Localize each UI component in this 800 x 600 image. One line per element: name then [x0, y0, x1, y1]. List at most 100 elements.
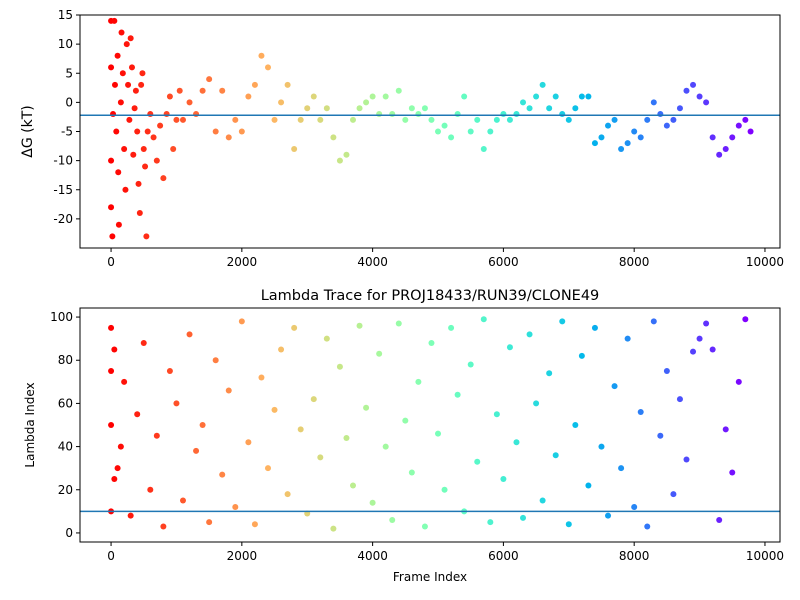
- point: [297, 426, 304, 433]
- point: [278, 99, 285, 106]
- point: [709, 134, 716, 141]
- y-tick-label: 0: [65, 526, 73, 540]
- y-tick-label: -10: [53, 154, 73, 168]
- point: [186, 331, 193, 338]
- point: [135, 180, 142, 187]
- point: [138, 81, 145, 88]
- point: [415, 111, 422, 118]
- point: [179, 116, 186, 123]
- point: [206, 519, 213, 526]
- point: [546, 370, 553, 377]
- point: [363, 404, 370, 411]
- point: [160, 175, 167, 182]
- point: [144, 128, 151, 135]
- point: [108, 64, 115, 71]
- point: [461, 93, 468, 100]
- x-tick-label: 4000: [357, 549, 388, 563]
- point: [126, 116, 133, 123]
- point: [467, 361, 474, 368]
- point: [271, 116, 278, 123]
- point: [131, 105, 138, 112]
- point: [559, 318, 566, 325]
- point: [258, 52, 265, 59]
- point: [291, 145, 298, 152]
- point: [703, 99, 710, 106]
- point: [742, 316, 749, 323]
- x-tick-label: 8000: [619, 255, 650, 269]
- point: [108, 422, 115, 428]
- point: [572, 422, 579, 428]
- point: [637, 134, 644, 141]
- point: [716, 516, 723, 523]
- point: [382, 93, 389, 100]
- point: [140, 339, 147, 346]
- point: [350, 482, 357, 489]
- point: [193, 447, 200, 454]
- y-tick-label: 10: [58, 37, 73, 51]
- point: [500, 111, 507, 118]
- x-tick-label: 8000: [619, 549, 650, 563]
- point: [657, 432, 664, 439]
- point: [232, 116, 239, 123]
- point: [618, 465, 625, 472]
- point: [637, 409, 644, 416]
- point: [323, 335, 330, 342]
- point: [369, 93, 376, 100]
- point: [631, 504, 638, 511]
- point: [742, 116, 749, 123]
- point: [683, 87, 690, 94]
- point: [117, 99, 124, 106]
- point: [735, 378, 742, 385]
- point: [650, 318, 657, 325]
- point: [284, 81, 291, 88]
- point: [108, 157, 115, 164]
- x-tick-label: 4000: [357, 255, 388, 269]
- point: [336, 363, 343, 370]
- point: [624, 335, 631, 342]
- y-tick-label: 0: [65, 95, 73, 109]
- point: [657, 111, 664, 118]
- point: [127, 512, 134, 519]
- y-tick-label: 80: [58, 353, 73, 367]
- point: [376, 111, 383, 118]
- point: [176, 87, 183, 94]
- point: [729, 134, 736, 141]
- point: [650, 99, 657, 106]
- point: [118, 29, 125, 36]
- point: [644, 523, 651, 530]
- point: [278, 346, 285, 353]
- point: [317, 116, 324, 123]
- point: [212, 128, 219, 135]
- point: [428, 339, 435, 346]
- point: [238, 128, 245, 135]
- point: [663, 368, 670, 375]
- point: [735, 122, 742, 129]
- point: [310, 396, 317, 403]
- point: [350, 116, 357, 123]
- point: [212, 357, 219, 364]
- point: [480, 316, 487, 323]
- point: [722, 145, 729, 152]
- point: [578, 93, 585, 100]
- point: [136, 210, 143, 217]
- point: [539, 81, 546, 88]
- y-tick-label: 60: [58, 396, 73, 410]
- y-tick-label: -20: [53, 212, 73, 226]
- point: [408, 469, 415, 476]
- point: [747, 128, 754, 135]
- point: [111, 475, 118, 482]
- point: [264, 64, 271, 71]
- point: [716, 151, 723, 158]
- point: [310, 93, 317, 100]
- point: [487, 128, 494, 135]
- point: [111, 346, 118, 353]
- point: [291, 324, 298, 331]
- point: [323, 105, 330, 112]
- x-tick-label: 2000: [227, 549, 258, 563]
- point: [676, 105, 683, 112]
- point: [199, 422, 206, 428]
- point: [284, 491, 291, 498]
- point: [696, 93, 703, 100]
- point: [330, 134, 337, 141]
- point: [132, 87, 139, 94]
